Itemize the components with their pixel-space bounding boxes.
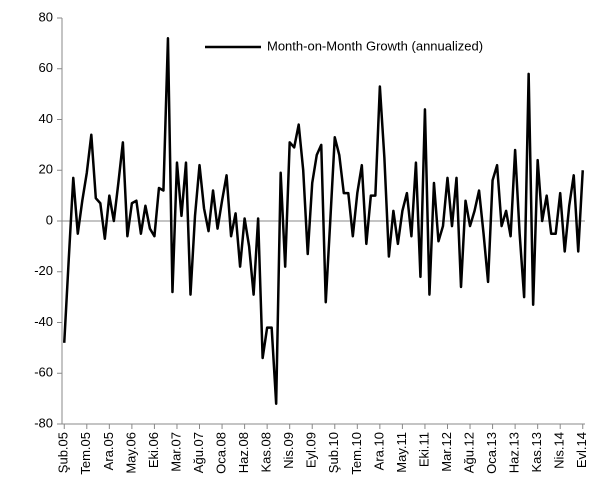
y-tick-label: -20 [34,263,53,278]
y-tick-label: 0 [46,212,53,227]
y-tick-label: 60 [39,60,53,75]
y-tick-label: -80 [34,415,53,430]
x-tick-label: Ara.05 [101,432,116,470]
legend-label: Month-on-Month Growth (annualized) [267,38,483,53]
y-tick-label: 20 [39,162,53,177]
x-tick-label: Tem.05 [78,432,93,475]
x-tick-label: Şub.10 [326,432,341,473]
x-tick-label: Haz.13 [507,432,522,473]
x-tick-label: Eki.11 [416,432,431,467]
x-tick-label: Mar.07 [168,432,183,472]
x-tick-label: Tem.10 [349,432,364,475]
x-tick-label: Şub.05 [56,432,71,473]
x-tick-label: May.06 [123,432,138,474]
x-tick-label: Mar.12 [439,432,454,472]
x-tick-label: Eki.06 [146,432,161,468]
x-tick-label: Kas.08 [259,432,274,472]
x-tick-label: Oca.08 [213,432,228,474]
y-tick-label: 80 [39,9,53,24]
x-tick-label: Oca.13 [484,432,499,474]
x-tick-label: Nis.14 [552,432,567,469]
x-tick-label: Kas.13 [529,432,544,472]
x-tick-label: Evl.14 [574,432,589,468]
x-tick-label: Ağu.12 [461,432,476,473]
x-tick-label: Haz.08 [236,432,251,473]
x-tick-label: Nis.09 [281,432,296,469]
series-line [63,37,584,405]
x-tick-label: Ağu.07 [191,432,206,473]
y-tick-label: -60 [34,365,53,380]
y-tick-label: -40 [34,314,53,329]
x-tick-label: May.11 [394,432,409,473]
x-tick-label: Eyl.09 [304,432,319,468]
y-tick-label: 40 [39,111,53,126]
x-tick-label: Ara.10 [371,432,386,470]
